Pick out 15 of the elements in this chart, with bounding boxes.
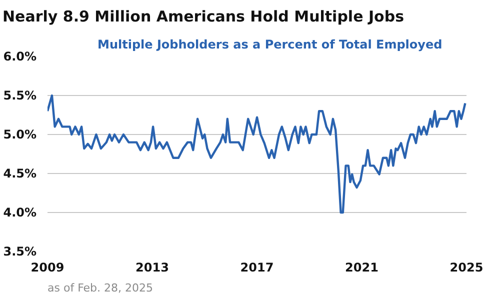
y-tick-label: 6.0%: [3, 50, 36, 64]
line-series: [48, 94, 466, 214]
y-tick-label: 5.0%: [3, 128, 36, 142]
chart-subtitle: Multiple Jobholders as a Percent of Total Employed: [98, 38, 442, 52]
y-tick-label: 3.5%: [3, 244, 36, 258]
x-tick-label: 2025: [450, 260, 484, 274]
y-tick-label: 4.0%: [3, 206, 36, 220]
x-tick-label: 2009: [30, 260, 64, 274]
x-tick-label: 2021: [345, 260, 378, 274]
x-tick-label: 2017: [240, 260, 274, 274]
x-tick-label: 2013: [136, 260, 169, 274]
text: as of Feb. 28, 2025: [48, 282, 154, 294]
chart-title: Nearly 8.9 Million Americans Hold Multiple Jobs: [2, 8, 404, 26]
y-tick-label: 4.5%: [3, 166, 36, 180]
y-tick-label: 5.5%: [3, 88, 36, 102]
